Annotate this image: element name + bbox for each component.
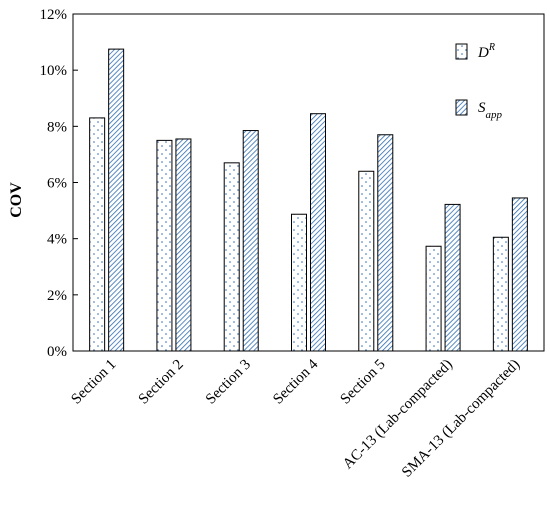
bar-dr: [156, 139, 173, 352]
bar-dr: [291, 213, 307, 352]
legend: DR Sapp: [455, 42, 503, 121]
bar-dr: [89, 117, 106, 352]
bar-dr: [492, 236, 509, 352]
y-tick-label: 12%: [40, 7, 68, 23]
x-category-label: Section 5: [338, 357, 389, 408]
bar-sapp: [242, 130, 259, 352]
bar-sapp: [175, 138, 192, 352]
x-category-label: Section 4: [270, 356, 321, 407]
legend-swatch-sapp: [455, 99, 468, 116]
x-category-label: Section 2: [136, 357, 187, 408]
y-tick-label: 2%: [47, 288, 67, 304]
bar-dr: [223, 162, 240, 352]
x-category-label: Section 3: [203, 357, 254, 408]
x-category-label: SMA-13 (Lab-compacted): [399, 357, 523, 481]
bar-sapp: [108, 48, 125, 352]
bar-sapp: [377, 134, 394, 352]
legend-label-dr: DR: [477, 42, 495, 61]
x-category-label: Section 1: [68, 357, 119, 408]
plot-frame: [72, 13, 545, 352]
y-axis-ticks: 0% 2% 4% 6% 8% 10% 12%: [40, 7, 78, 360]
y-tick-label: 10%: [40, 63, 68, 79]
y-tick-label: 6%: [47, 176, 67, 192]
y-tick-label: 8%: [47, 119, 67, 135]
bars: [89, 48, 528, 352]
y-tick-label: 4%: [47, 232, 67, 248]
bar-dr: [358, 170, 375, 352]
legend-label-sapp: Sapp: [478, 100, 503, 121]
bar-sapp: [310, 113, 326, 352]
legend-swatch-dr: [455, 43, 468, 60]
bar-sapp: [511, 197, 528, 352]
y-tick-label: 0%: [47, 344, 67, 360]
x-category-label: AC-13 (Lab-compacted): [340, 357, 456, 473]
bar-sapp: [444, 203, 461, 352]
bar-dr: [425, 245, 442, 352]
y-axis-title: COV: [8, 182, 25, 218]
x-axis-category-labels: Section 1 Section 2 Section 3 Section 4 Sect…: [68, 356, 523, 480]
